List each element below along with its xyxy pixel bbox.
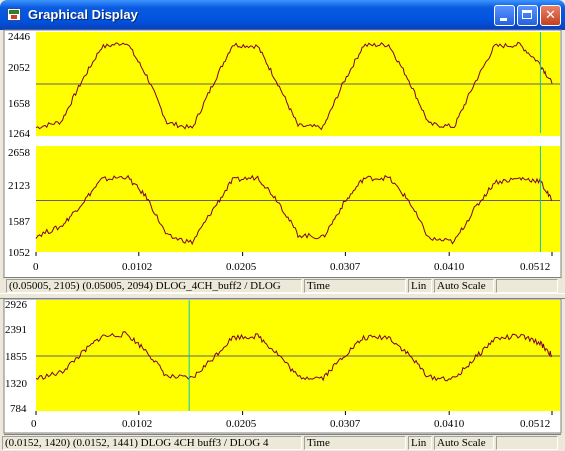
signal-traces: [35, 41, 553, 382]
close-icon: ✕: [545, 8, 556, 23]
top-xtick: 0.0307: [330, 261, 361, 273]
top-xtick: 0: [33, 261, 39, 273]
plot1-ytick: 1264: [8, 128, 31, 140]
bottom-xtick: 0.0102: [122, 418, 152, 430]
x-axis-label: Time: [304, 279, 406, 293]
bottom-xtick: 0.0307: [330, 418, 361, 430]
grid-lines: [35, 83, 560, 415]
cursor-coordinates: (0.05005, 2105) (0.05005, 2094) DLOG_4CH…: [6, 279, 302, 293]
top-status-bar: (0.05005, 2105) (0.05005, 2094) DLOG_4CH…: [4, 277, 561, 294]
scale-type[interactable]: Lin: [408, 436, 432, 450]
top-xtick: 0.0102: [122, 261, 152, 273]
plot3-ytick: 2926: [5, 299, 28, 311]
app-icon[interactable]: [7, 8, 21, 21]
bottom-xtick: 0: [31, 418, 37, 430]
top-xtick: 0.0512: [520, 261, 550, 273]
plot2-ytick: 1587: [8, 216, 31, 228]
signal-trace: [35, 174, 553, 246]
top-x-axis-area: [36, 252, 560, 276]
bottom-xtick: 0.0410: [434, 418, 465, 430]
bottom-xtick: 0.0205: [226, 418, 257, 430]
plot3-ytick: 784: [10, 403, 27, 415]
cursor-coordinates: (0.0152, 1420) (0.0152, 1441) DLOG 4CH b…: [2, 436, 302, 450]
plot3-ytick: 1855: [5, 351, 28, 363]
auto-scale-button[interactable]: Auto Scale: [434, 279, 494, 293]
close-button[interactable]: ✕: [540, 5, 561, 26]
window-title: Graphical Display: [28, 7, 138, 22]
plot1-ytick: 2052: [8, 62, 30, 74]
status-field-empty: [496, 436, 558, 450]
plot1-ytick: 1658: [8, 98, 31, 110]
minimize-button[interactable]: [494, 5, 515, 26]
cursor-lines: [188, 32, 541, 411]
x-axis-label: Time: [304, 436, 406, 450]
top-xtick: 0.0205: [226, 261, 257, 273]
plot2-ytick: 1052: [8, 247, 30, 259]
bottom-status-bar: (0.0152, 1420) (0.0152, 1441) DLOG 4CH b…: [2, 434, 561, 451]
plot3-ytick: 1320: [5, 378, 28, 390]
plot3-ytick: 2391: [5, 324, 27, 336]
scale-type[interactable]: Lin: [408, 279, 432, 293]
auto-scale-button[interactable]: Auto Scale: [434, 436, 494, 450]
plot2-ytick: 2123: [8, 180, 31, 192]
signal-trace: [35, 41, 553, 131]
panel-splitter[interactable]: [0, 293, 565, 299]
status-field-empty: [496, 279, 558, 293]
plot1-ytick: 2446: [8, 31, 31, 43]
signal-trace: [35, 331, 553, 382]
plot2-area[interactable]: [36, 146, 560, 252]
plot2-ytick: 2658: [8, 147, 31, 159]
maximize-icon: [522, 10, 532, 19]
top-xtick: 0.0410: [434, 261, 465, 273]
maximize-button[interactable]: [517, 5, 538, 26]
minimize-icon: [500, 18, 507, 21]
bottom-xtick: 0.0512: [520, 418, 550, 430]
window-titlebar[interactable]: Graphical Display ✕: [0, 0, 565, 30]
